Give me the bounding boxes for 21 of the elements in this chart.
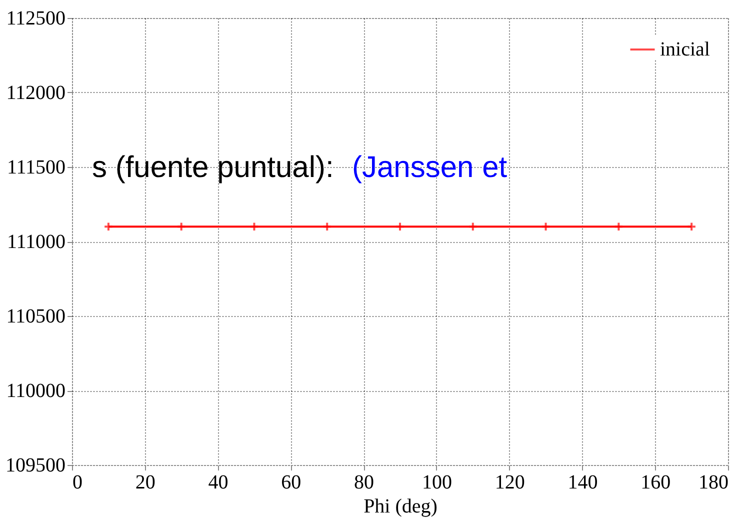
y-tick-label: 112500 xyxy=(6,8,66,30)
y-tick-label: 110500 xyxy=(6,306,66,328)
x-tick-label: 20 xyxy=(135,472,156,494)
y-tick-label: 112000 xyxy=(6,82,66,104)
x-tick-label: 160 xyxy=(640,472,671,494)
x-axis-title: Phi (deg) xyxy=(364,496,438,518)
x-tick-label: 40 xyxy=(208,472,228,494)
x-tick-label: 80 xyxy=(354,472,374,494)
x-tick-label: 140 xyxy=(568,472,598,494)
y-tick-label: 109500 xyxy=(6,454,66,476)
x-tick-label: 180 xyxy=(698,472,728,494)
y-tick-label: 110000 xyxy=(6,380,66,402)
y-tick-label: 111500 xyxy=(6,156,66,178)
x-tick-label: 0 xyxy=(72,472,82,494)
y-tick-label: 111000 xyxy=(6,231,66,253)
annotation: (Janssen et xyxy=(352,151,508,184)
legend-label: inicial xyxy=(660,38,710,60)
x-tick-label: 100 xyxy=(422,472,452,494)
annotation: s (fuente puntual): xyxy=(92,151,334,184)
x-tick-label: 60 xyxy=(281,472,302,494)
x-tick-label: 120 xyxy=(494,472,525,494)
